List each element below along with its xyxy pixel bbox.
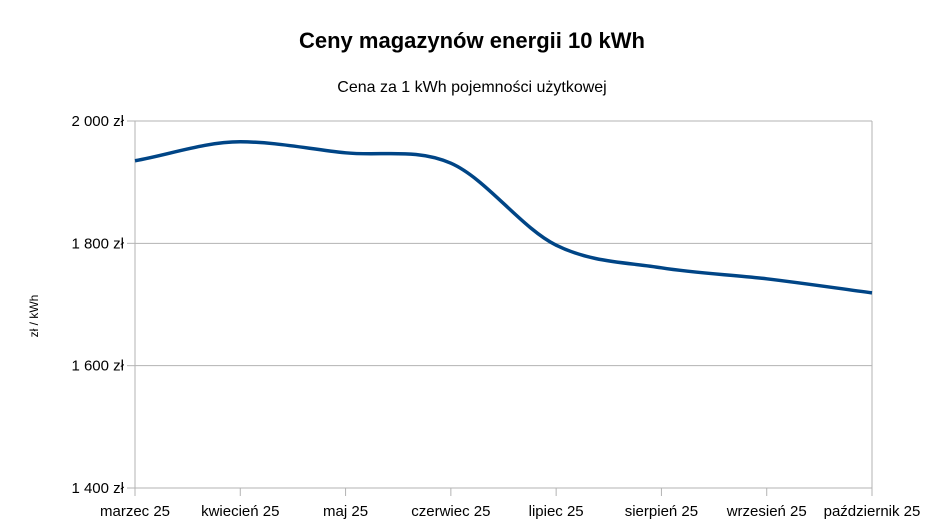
x-tick-label: lipiec 25 [529, 503, 584, 520]
x-tick-label: wrzesień 25 [726, 503, 807, 520]
chart-title: Ceny magazynów energii 10 kWh [299, 28, 645, 53]
x-tick-label: marzec 25 [100, 503, 170, 520]
x-tick-label: czerwiec 25 [411, 503, 490, 520]
y-tick-label: 1 800 zł [71, 235, 124, 252]
series-line [134, 140, 873, 295]
y-axis-label: zł / kWh [27, 295, 41, 338]
x-tick-label: maj 25 [323, 503, 368, 520]
x-tick-label: sierpień 25 [625, 503, 698, 520]
chart-subtitle: Cena za 1 kWh pojemności użytkowej [337, 79, 606, 96]
x-tick-label: kwiecień 25 [201, 503, 279, 520]
y-tick-label: 1 600 zł [71, 358, 124, 375]
y-tick-label: 2 000 zł [71, 113, 124, 130]
x-tick-label: październik 25 [824, 503, 921, 520]
y-tick-label: 1 400 zł [71, 480, 124, 497]
